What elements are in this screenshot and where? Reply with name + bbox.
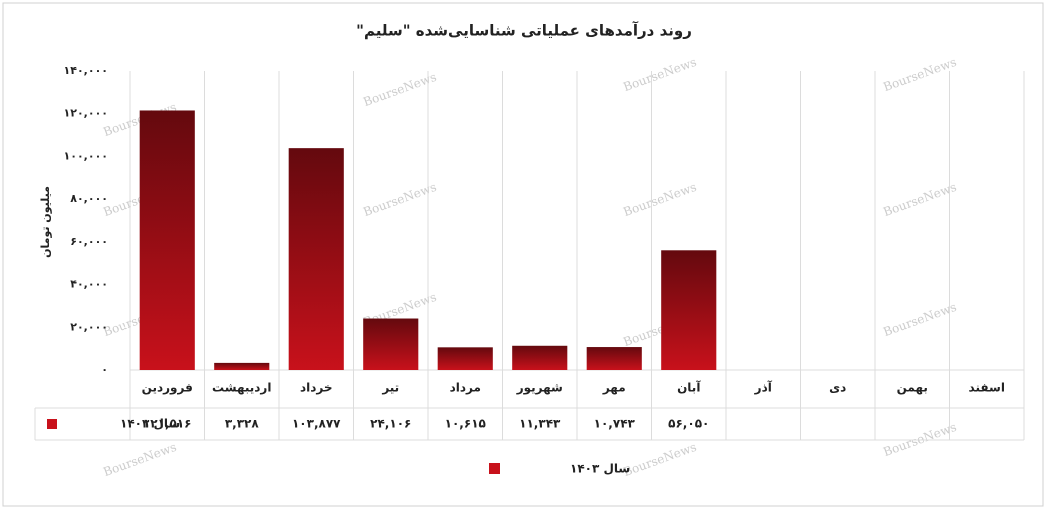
bar	[214, 362, 270, 370]
table-value: ۱۰,۷۴۳	[594, 417, 636, 431]
bar	[288, 148, 344, 370]
x-tick-label: آبان	[677, 380, 701, 395]
table-value: ۱۰,۶۱۵	[445, 417, 486, 431]
y-tick-label: ۱۴۰,۰۰۰	[64, 64, 108, 77]
table-value: ۲۴,۱۰۶	[370, 417, 411, 431]
x-tick-label: دی	[829, 381, 846, 395]
bar	[661, 250, 717, 370]
bar	[437, 347, 493, 370]
x-tick-label: خرداد	[300, 381, 333, 395]
table-series-label: سال ۱۴۰۳	[120, 417, 180, 431]
table-value: ۱۱,۳۴۳	[519, 417, 561, 431]
y-tick-label: ۴۰,۰۰۰	[70, 278, 108, 291]
x-tick-label: مرداد	[450, 381, 481, 395]
x-tick-label: فروردین	[142, 381, 193, 396]
bar	[139, 110, 195, 371]
chart-title: روند درآمدهای عملیاتی شناسایی‌شده "سلیم"	[356, 22, 692, 40]
y-tick-label: ۱۲۰,۰۰۰	[64, 107, 108, 120]
y-axis-label: میلیون تومان	[39, 186, 52, 258]
legend-swatch	[47, 419, 57, 429]
table-value: ۳,۳۲۸	[225, 417, 260, 431]
y-tick-label: ۱۰۰,۰۰۰	[64, 149, 108, 162]
legend-swatch	[489, 463, 500, 474]
x-tick-label: تیر	[381, 381, 399, 395]
y-tick-label: ۲۰,۰۰۰	[70, 320, 108, 333]
table-value: ۱۰۳,۸۷۷	[292, 417, 341, 431]
bar	[363, 318, 419, 370]
y-tick-label: ۶۰,۰۰۰	[70, 235, 108, 248]
table-value: ۱۲۱,۵۱۶	[143, 417, 192, 431]
legend-label: سال ۱۴۰۳	[570, 462, 630, 476]
bar	[512, 345, 568, 370]
table-value: ۵۶,۰۵۰	[668, 417, 709, 431]
x-tick-label: بهمن	[897, 381, 928, 395]
x-tick-label: اردیبهشت	[212, 381, 271, 395]
x-tick-label: اسفند	[969, 381, 1005, 395]
x-tick-label: آذر	[754, 380, 773, 395]
x-tick-label: شهریور	[516, 381, 563, 396]
y-tick-label: ۰	[101, 363, 108, 376]
y-tick-label: ۸۰,۰۰۰	[70, 192, 108, 205]
bar	[586, 347, 642, 370]
x-tick-label: مهر	[602, 381, 626, 395]
